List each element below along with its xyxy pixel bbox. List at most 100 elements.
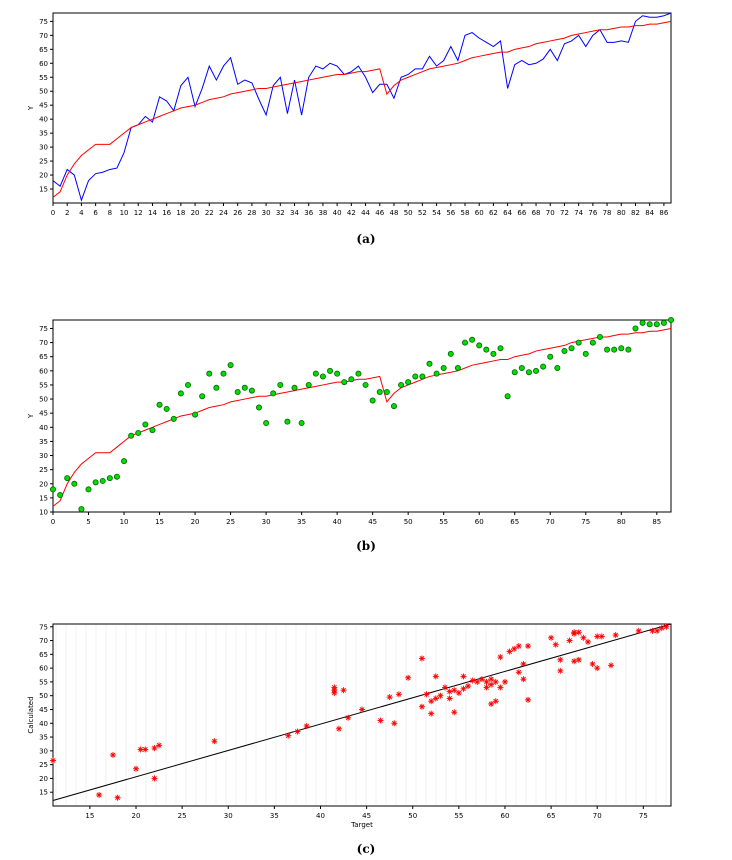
x-tick-label: 26 [233, 209, 242, 217]
data-point [568, 345, 575, 352]
data-point [461, 339, 468, 346]
star-stroke [295, 729, 300, 734]
y-tick-label: 20 [39, 775, 48, 783]
data-point [501, 678, 508, 685]
star-stroke [387, 694, 393, 700]
y-tick-label: 15 [39, 186, 48, 194]
data-point [518, 364, 525, 371]
data-point [511, 645, 518, 652]
star-stroke [493, 698, 499, 704]
data-point [426, 360, 433, 367]
star-stroke [285, 733, 291, 739]
x-tick-label: 30 [262, 518, 271, 526]
plot-frame [52, 12, 672, 204]
data-point [451, 709, 458, 716]
star-stroke [516, 669, 522, 675]
x-tick-label: 6 [93, 209, 98, 217]
data-point [128, 432, 135, 439]
x-tick-label: 52 [418, 209, 427, 217]
data-point [405, 379, 412, 386]
data-point [156, 742, 163, 749]
y-tick-label: 60 [39, 367, 48, 375]
x-tick-label: 5 [86, 518, 90, 526]
y-tick-label: 70 [39, 637, 48, 645]
data-point [227, 362, 234, 369]
data-point [497, 684, 504, 691]
star-stroke [142, 747, 148, 752]
data-point [206, 370, 213, 377]
data-point [580, 634, 587, 641]
x-tick-label: 86 [659, 209, 668, 217]
data-point [109, 751, 116, 758]
star-stroke [419, 704, 425, 710]
data-point [497, 345, 504, 352]
data-point [234, 388, 241, 395]
star-stroke [405, 675, 411, 681]
y-tick-label: 40 [39, 116, 48, 124]
data-point [653, 321, 660, 328]
star-stroke [447, 696, 453, 701]
star-stroke [608, 662, 614, 668]
x-tick-label: 40 [316, 812, 325, 820]
x-tick-label: 65 [547, 812, 556, 820]
star-stroke [590, 661, 596, 667]
data-point [432, 673, 439, 680]
data-point [341, 379, 348, 386]
chart-panel-a: 0 2 4 6 8 10 12 14 16 18 20 22 24 26 28 30 32 34 36 38 40 42 4… [27, 12, 672, 217]
star-stroke [663, 624, 669, 630]
x-tick-label: 18 [176, 209, 185, 217]
star-stroke [520, 661, 526, 667]
star-stroke [520, 676, 526, 682]
y-tick-label: 35 [39, 734, 48, 742]
star-stroke [442, 685, 448, 690]
y-axis-label: Y [27, 105, 35, 111]
data-point [632, 325, 639, 332]
data-point [668, 316, 675, 323]
star-stroke [613, 632, 619, 638]
data-point [608, 662, 615, 669]
star-stroke [484, 679, 489, 685]
star-stroke [576, 657, 582, 663]
star-stroke [497, 654, 503, 660]
star-stroke [50, 758, 56, 763]
x-tick-label: 60 [501, 812, 510, 820]
data-point [312, 370, 319, 377]
star-stroke [659, 625, 665, 631]
data-point [575, 629, 582, 636]
y-tick-label: 45 [39, 410, 48, 418]
data-point [369, 397, 376, 404]
x-tick-label: 25 [178, 812, 187, 820]
data-point [455, 689, 462, 696]
data-point [483, 678, 490, 685]
data-point [96, 791, 103, 798]
star-stroke [599, 633, 605, 639]
data-point [490, 350, 497, 357]
y-tick-label: 50 [39, 692, 48, 700]
data-point [277, 381, 284, 388]
data-point [548, 634, 555, 641]
data-point [71, 480, 78, 487]
x-tick-label: 68 [532, 209, 541, 217]
star-stroke [451, 687, 457, 693]
x-tick-label: 75 [581, 518, 590, 526]
data-point [654, 627, 661, 634]
data-point [355, 370, 362, 377]
data-point [520, 676, 527, 683]
x-tick-label: 12 [134, 209, 143, 217]
data-point [418, 655, 425, 662]
x-tick-label: 82 [631, 209, 640, 217]
x-tick-label: 34 [290, 209, 299, 217]
star-stroke [156, 742, 162, 748]
data-point [92, 479, 99, 486]
data-point [248, 387, 255, 394]
y-tick-label: 45 [39, 706, 48, 714]
chart-panel-b: 0 5 10 15 20 25 30 35 40 45 50 55 60 65 70 75 80 85 10 15 20… [27, 316, 675, 526]
star-stroke [138, 747, 144, 752]
data-point [451, 687, 458, 694]
data-point [390, 403, 397, 410]
data-point [554, 364, 561, 371]
data-point [437, 692, 444, 699]
x-tick-label: 45 [362, 812, 371, 820]
x-tick-label: 24 [219, 209, 228, 217]
series-line-calculated [52, 20, 672, 198]
